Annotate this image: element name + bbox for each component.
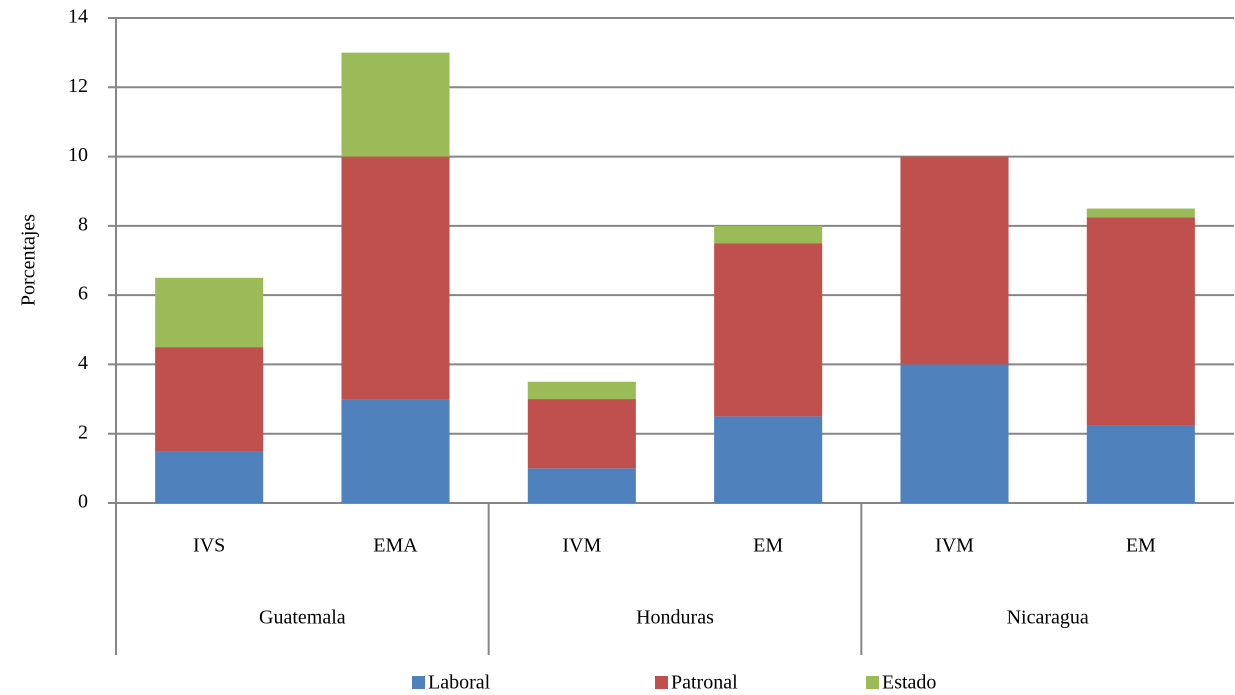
y-axis-label: Porcentajes	[18, 214, 40, 306]
bar-segment	[714, 225, 823, 244]
bar-segment	[527, 399, 636, 469]
bar-segment	[900, 156, 1009, 365]
y-tick-label: 8	[78, 213, 88, 235]
bar-segment	[527, 468, 636, 503]
x-tick-label: IVM	[562, 535, 601, 557]
x-tick-label: IVM	[935, 535, 974, 557]
bar-segment	[155, 277, 264, 348]
y-tick-label: 0	[78, 491, 88, 513]
bar-segment	[1086, 425, 1195, 503]
bar-segment	[714, 416, 823, 503]
group-label: Guatemala	[259, 607, 346, 629]
x-tick-label: EM	[1126, 535, 1156, 557]
x-tick-label: EMA	[373, 535, 418, 557]
y-tick-label: 2	[78, 421, 88, 443]
bar-segment	[527, 381, 636, 400]
legend-label: Laboral	[428, 672, 491, 694]
legend-swatch	[412, 676, 425, 689]
legend-label: Patronal	[671, 672, 738, 694]
bar-segment	[341, 399, 450, 503]
legend-swatch	[866, 676, 879, 689]
group-label: Nicaragua	[1007, 607, 1089, 629]
bar-segment	[341, 156, 450, 400]
y-tick-label: 6	[78, 283, 88, 305]
y-tick-label: 4	[78, 352, 88, 374]
y-tick-label: 12	[68, 75, 88, 97]
bar-segment	[155, 347, 264, 452]
bar-segment	[341, 52, 450, 157]
y-tick-label: 10	[68, 144, 88, 166]
x-tick-label: EM	[753, 535, 783, 557]
bar-segment	[714, 243, 823, 417]
bar-segment	[155, 451, 264, 503]
x-tick-label: IVS	[193, 535, 225, 557]
y-tick-label: 14	[68, 6, 88, 28]
group-label: Honduras	[636, 607, 714, 629]
bar-segment	[1086, 217, 1195, 426]
bar-segment	[900, 364, 1009, 503]
bar-segment	[1086, 208, 1195, 218]
legend-label: Estado	[882, 672, 936, 694]
legend-swatch	[655, 676, 668, 689]
